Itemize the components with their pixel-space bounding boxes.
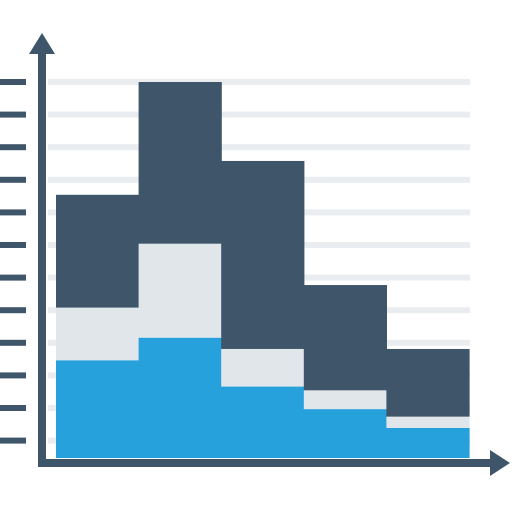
bar-segment-top	[303, 285, 387, 391]
gridline	[48, 79, 470, 85]
bar-segment-middle	[303, 390, 387, 410]
bar-segment-middle	[221, 348, 305, 387]
y-axis-line	[38, 50, 46, 467]
y-axis-tick	[0, 144, 26, 151]
bar-segment-bottom	[56, 360, 140, 458]
bar-segment-bottom	[221, 386, 305, 458]
gridline	[48, 144, 470, 151]
y-axis-tick	[0, 405, 26, 411]
x-axis-arrow-icon	[490, 450, 510, 476]
bar-stacks	[56, 82, 470, 458]
bar-segment-bottom	[303, 409, 387, 458]
bar-segment-middle	[138, 243, 222, 338]
y-axis-tick	[0, 176, 26, 183]
gridline	[48, 111, 470, 118]
y-axis-tick	[0, 111, 26, 118]
y-axis-tick	[0, 79, 26, 85]
y-axis-tick	[0, 242, 26, 248]
bar-segment-middle	[386, 416, 470, 428]
bar-segment-middle	[56, 307, 140, 361]
y-axis-tick	[0, 339, 26, 346]
y-axis-tick	[0, 372, 26, 379]
x-axis-line	[38, 459, 496, 467]
axes	[29, 33, 510, 476]
bar-segment-top	[56, 194, 140, 308]
bar-segment-bottom	[138, 337, 222, 458]
y-axis-tick	[0, 437, 26, 444]
y-axis-tick	[0, 274, 26, 281]
bar-segment-top	[138, 82, 222, 244]
y-axis-tick	[0, 307, 26, 314]
y-axis-tick	[0, 209, 26, 216]
y-axis-ticks	[0, 79, 26, 444]
bar-segment-top	[386, 348, 470, 417]
y-axis-arrow-icon	[29, 33, 55, 54]
bar-segment-bottom	[386, 427, 470, 458]
bar-segment-top	[221, 160, 305, 349]
